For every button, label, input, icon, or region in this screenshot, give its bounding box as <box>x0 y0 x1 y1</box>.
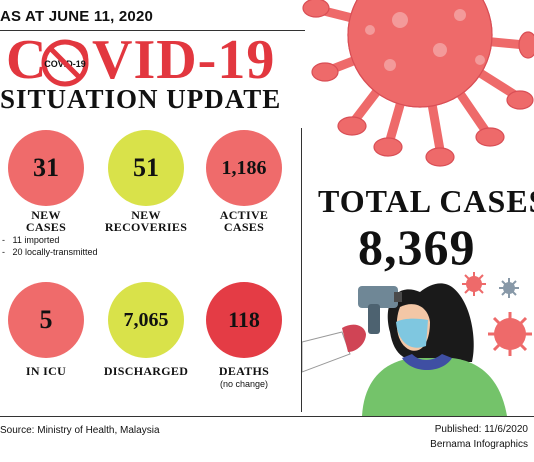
breakdown-imported: - 11 imported <box>2 235 60 245</box>
deaths-note: (no change) <box>219 379 269 389</box>
active-cases-label: ACTIVE CASES <box>219 208 269 234</box>
new-cases-circle: 31 <box>8 130 84 206</box>
new-recoveries-label: NEW RECOVERIES <box>104 208 188 234</box>
new-cases-label: NEW CASES <box>25 208 67 234</box>
publisher-credit: Bernama Infographics <box>430 439 528 450</box>
in-icu-value: 5 <box>39 305 53 334</box>
published-date: Published: 11/6/2020 <box>434 424 528 435</box>
small-virus-icon <box>488 312 532 356</box>
total-cases-value: 8,369 <box>358 219 476 275</box>
published-info: Published: 11/6/2020 Bernama Infographic… <box>430 422 528 452</box>
divider <box>301 128 302 412</box>
new-recoveries-circle: 51 <box>108 130 184 206</box>
active-cases-circle: 1,186 <box>206 130 282 206</box>
discharged-value: 7,065 <box>123 308 169 331</box>
divider <box>0 30 305 31</box>
in-icu-circle: 5 <box>8 282 84 358</box>
breakdown-local: - 20 locally-transmitted <box>2 247 98 257</box>
thermometer-scan-illustration <box>302 272 532 416</box>
in-icu-label: IN ICU <box>25 364 67 378</box>
total-cases-label: TOTAL CASES <box>318 183 534 219</box>
deaths-value: 118 <box>228 307 260 332</box>
small-virus-icon <box>499 278 519 298</box>
virus-icon <box>302 0 534 167</box>
page-subtitle: SITUATION UPDATE <box>0 84 282 114</box>
new-cases-value: 31 <box>33 153 59 182</box>
source-credit: Source: Ministry of Health, Malaysia <box>0 425 160 436</box>
divider <box>0 416 534 417</box>
small-virus-icon <box>462 272 486 296</box>
active-cases-value: 1,186 <box>221 156 267 179</box>
discharged-label: DISCHARGED <box>103 364 189 378</box>
ban-icon: COVID-19 <box>41 39 89 87</box>
deaths-circle: 118 <box>206 282 282 358</box>
deaths-label: DEATHS <box>218 364 270 378</box>
discharged-circle: 7,065 <box>108 282 184 358</box>
new-recoveries-value: 51 <box>133 153 159 182</box>
date-line: AS AT JUNE 11, 2020 <box>0 8 154 25</box>
